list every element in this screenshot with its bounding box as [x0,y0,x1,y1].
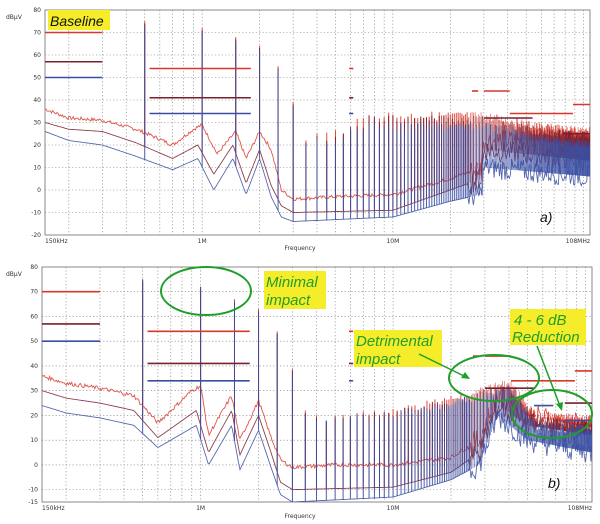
series-average [42,279,592,502]
panel-a-baseline: 80 70 60 50 40 30 20 10 0 -10 -20 dBµV 150kHz 1M 10M 10… [6,7,591,252]
y-tick-label: 30 [30,388,38,395]
y-tick-label: 80 [33,7,41,14]
x-tick-label: 150kHz [45,238,68,245]
series-trace [45,131,590,222]
y-tick-label: 10 [30,437,38,444]
reduction-highlight [510,309,586,345]
baseline-highlight [48,10,110,30]
reduction-ellipse [511,389,593,439]
y-tick-label: -10 [28,487,38,494]
series-quasi-peak [42,281,592,491]
panel-b-modified: 80 70 60 50 40 30 20 10 0 -10 -15 dBµV 150kHz 1M 10M 10… [6,264,593,520]
minimal-impact-ellipse [160,266,252,316]
minimal-impact-label: Minimal [266,274,318,291]
detrimental-impact-ellipse [448,354,540,402]
y-tick-label: -20 [31,232,41,239]
x-tick-label: 10M [387,505,400,512]
y-tick-label: 0 [34,462,38,469]
series-average [45,25,590,222]
plot-area [42,279,592,502]
detrimental-arrow [418,353,467,378]
series-trace [42,405,592,502]
detrimental-arrowhead-icon [461,372,470,379]
detrimental-impact-label-2: impact [356,351,401,368]
reduction-label: 4 - 6 dB [514,312,567,329]
x-tick-label: 108MHz [566,238,590,245]
x-tick-label: 1M [196,505,205,512]
minimal-impact-highlight [264,271,326,309]
y-tick-label: 40 [30,363,38,370]
y-tick-label: 70 [30,289,38,296]
y-tick-label: 30 [33,120,41,127]
y-tick-label: 20 [30,412,38,419]
y-tick-label: 20 [33,142,41,149]
plot-area [45,21,590,222]
y-tick-label: -10 [31,210,41,217]
y-tick-label: 50 [30,338,38,345]
x-tick-label: 108MHz [568,505,592,512]
x-axis-label: Frequency [285,513,316,520]
y-axis-label: dBµV [6,271,23,278]
detrimental-impact-highlight [354,330,442,367]
reduction-arrowhead-icon [556,402,563,411]
x-tick-label: 1M [198,238,207,245]
reduction-label-2: Reduction [512,329,580,346]
y-tick-label: 40 [33,97,41,104]
series-peak [45,21,590,202]
y-tick-label: 50 [33,75,41,82]
x-axis-label: Frequency [285,245,316,252]
minimal-impact-label-2: impact [266,292,311,309]
plot-frame [41,266,593,503]
x-tick-label: 150kHz [42,505,65,512]
y-tick-label: 80 [30,264,38,271]
reduction-arrow [536,345,561,407]
y-tick-label: 70 [33,30,41,37]
panel-label: b) [548,475,560,491]
y-tick-label: 60 [33,52,41,59]
x-tick-label: 10M [386,238,399,245]
y-tick-label: 10 [33,165,41,172]
y-tick-label: 0 [37,187,41,194]
y-tick-label: 60 [30,313,38,320]
detrimental-impact-label: Detrimental [356,333,433,350]
annotations: Minimal impact Detrimental impact 4 - 6 … [160,266,593,439]
y-tick-label: -15 [28,499,38,506]
panel-label: a) [540,209,552,225]
y-axis-label: dBµV [6,14,23,21]
baseline-label: Baseline [50,13,104,29]
